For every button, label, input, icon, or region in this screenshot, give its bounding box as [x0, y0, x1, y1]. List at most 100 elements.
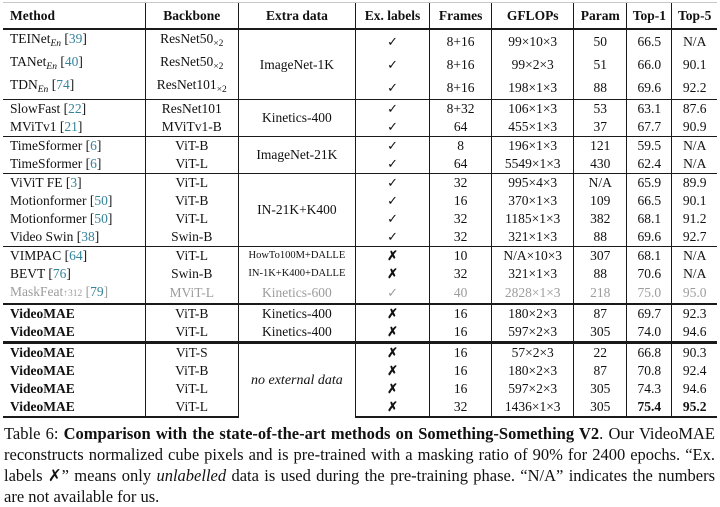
table-row: SlowFast [22] ResNet101 Kinetics-400 ✓ 8+32 1…	[3, 99, 717, 137]
top5-cell: N/A	[671, 246, 717, 265]
column-header: Backbone	[144, 2, 239, 30]
check-icon: ✓	[387, 229, 398, 244]
table-row: Motionformer [50] ViT-L ✓ 32 1185×1×3 382 68.1…	[3, 210, 717, 228]
column-header: Method	[3, 2, 146, 30]
extra-data-cell: Kinetics-400	[237, 303, 356, 323]
gflops-cell: 106×1×3	[491, 99, 574, 118]
citation-number: 6	[90, 156, 97, 171]
top1-cell: 63.1	[626, 99, 672, 118]
param-cell: 51	[573, 53, 627, 76]
top5-cell: N/A	[671, 29, 717, 53]
param-cell: 87	[573, 303, 627, 323]
backbone-name: ViT-B	[175, 363, 209, 378]
table-row: VideoMAE ViT-L ✗ 32 1436×1×3 305 75.4 95.2	[3, 398, 717, 418]
table-row: VideoMAE ViT-S no external data ✗ 16 57×2×3 22…	[3, 341, 717, 417]
backbone-cell: ViT-L	[144, 323, 239, 343]
method-name: ViViT FE	[10, 175, 63, 190]
top5-cell: N/A	[671, 155, 717, 174]
param-cell: 382	[573, 210, 627, 228]
method-cell: VideoMAE	[3, 323, 145, 343]
param-cell: N/A	[573, 173, 627, 192]
backbone-name: ViT-L	[175, 399, 208, 414]
citation-number: 6	[90, 138, 97, 153]
backbone-name: ViT-L	[175, 175, 208, 190]
ex-labels-cell: ✗	[354, 362, 430, 380]
gflops-cell: 1436×1×3	[491, 398, 574, 418]
top5-cell: 87.6	[671, 99, 717, 118]
param-cell: 88	[573, 228, 627, 247]
method-name: VideoMAE	[10, 324, 75, 339]
method-cell: SlowFast [22]	[3, 99, 146, 118]
caption-bold-title: Comparison with the state-of-the-art met…	[63, 424, 600, 443]
ex-labels-cell: ✓	[354, 29, 430, 53]
ex-labels-cell: ✓	[354, 192, 430, 210]
frames-cell: 64	[429, 155, 492, 174]
backbone-cell: ViT-L	[144, 155, 239, 174]
backbone-cell: ViT-B	[144, 136, 239, 155]
column-header: Top-1	[626, 2, 672, 30]
top1-cell: 74.3	[626, 380, 672, 398]
caption-italic-unlabelled: unlabelled	[156, 466, 227, 485]
backbone-cell: Swin-B	[144, 228, 239, 247]
column-header: GFLOPs	[491, 2, 574, 30]
param-cell: 87	[573, 362, 627, 380]
backbone-cell: ViT-B	[144, 303, 239, 323]
method-cell: Motionformer [50]	[10, 193, 113, 208]
method-name: Motionformer	[10, 193, 87, 208]
method-suffix: ↑312	[63, 289, 83, 299]
gflops-cell: 1185×1×3	[491, 210, 574, 228]
param-cell: 305	[573, 323, 627, 343]
citation-number: 22	[68, 101, 82, 116]
gflops-cell: 180×2×3	[491, 362, 574, 380]
method-name: VideoMAE	[10, 345, 75, 360]
top5-cell: 89.9	[671, 173, 717, 192]
table-row: MaskFeat↑312 [79] MViT-L Kinetics-600 ✓ 40 28…	[3, 283, 717, 304]
frames-cell: 8+16	[429, 76, 492, 100]
ex-labels-cell: ✗	[354, 380, 430, 398]
citation-number: 21	[64, 119, 78, 134]
table-body: TEINetEn [39] ResNet50×2 ImageNet-1K ✓ 8+16 9…	[3, 29, 717, 418]
param-cell: 37	[573, 118, 627, 137]
ex-labels-cell: ✓	[354, 173, 430, 192]
top1-cell: 69.6	[626, 228, 672, 247]
backbone-cell: ResNet101×2	[144, 76, 239, 100]
citation-number: 74	[56, 77, 70, 92]
ex-labels-cell: ✗	[354, 265, 430, 283]
backbone-name: ViT-L	[175, 156, 208, 171]
top5-cell: 90.1	[671, 192, 717, 210]
backbone-cell: ViT-L	[144, 210, 239, 228]
top1-cell: 68.1	[626, 246, 672, 265]
method-name: VideoMAE	[10, 363, 75, 378]
backbone-cell: ViT-L	[144, 398, 239, 418]
results-table: Method Backbone Extra data Ex. labels Frames…	[3, 2, 717, 418]
frames-cell: 8+16	[429, 53, 492, 76]
top5-cell: 95.0	[671, 283, 717, 304]
table-row: Video Swin [38] Swin-B ✓ 32 321×1×3 88 69.6 92.…	[3, 228, 717, 247]
backbone-name: ResNet101	[156, 77, 217, 92]
gflops-cell: 5549×1×3	[491, 155, 574, 174]
frames-cell: 32	[429, 398, 492, 418]
check-icon: ✓	[387, 33, 398, 49]
param-cell: 218	[573, 283, 627, 304]
param-cell: 121	[573, 136, 627, 155]
param-cell: 50	[573, 29, 627, 53]
frames-cell: 8+32	[429, 99, 492, 118]
method-name: TimeSformer	[10, 156, 83, 171]
backbone-cell: ViT-S	[144, 341, 239, 362]
citation-number: 3	[70, 175, 78, 190]
frames-cell: 10	[429, 246, 492, 265]
method-cell: VideoMAE	[3, 362, 145, 380]
frames-cell: 32	[429, 210, 492, 228]
method-subscript: En	[46, 62, 57, 72]
method-cell: MViTv1 [21]	[10, 119, 83, 134]
param-cell: 53	[573, 99, 627, 118]
ex-labels-cell: ✗	[354, 323, 430, 343]
top1-cell: 66.5	[626, 192, 672, 210]
table-row: VideoMAE ViT-B ✗ 16 180×2×3 87 70.8 92.4	[3, 362, 717, 380]
ex-labels-cell: ✓	[354, 53, 430, 76]
gflops-cell: 196×1×3	[491, 136, 574, 155]
top1-cell: 65.9	[626, 173, 672, 192]
top5-cell: N/A	[671, 136, 717, 155]
ex-labels-cell: ✓	[354, 76, 430, 100]
